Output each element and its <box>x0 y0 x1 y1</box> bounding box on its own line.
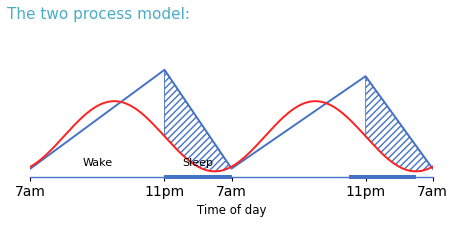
Bar <box>349 175 416 180</box>
X-axis label: Time of day: Time of day <box>197 204 266 216</box>
Text: Wake: Wake <box>82 157 113 167</box>
Bar <box>164 175 232 180</box>
Text: Sleep: Sleep <box>182 157 213 167</box>
Text: The two process model:: The two process model: <box>7 7 190 22</box>
